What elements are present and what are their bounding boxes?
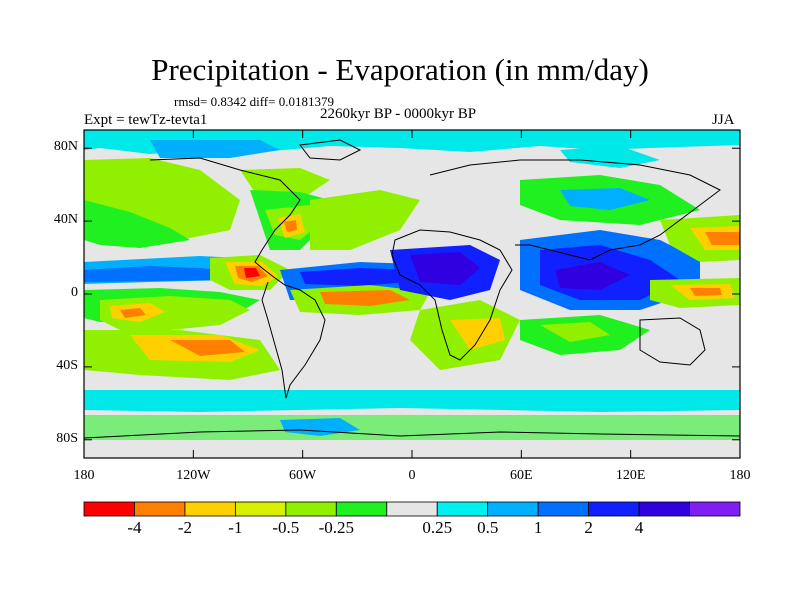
season-label: JJA: [712, 112, 735, 128]
colorbar-label: -4: [127, 518, 142, 537]
colorbar-segment: [285, 501, 337, 517]
colorbar-segment: [638, 501, 690, 517]
colorbar-segment: [588, 501, 640, 517]
colorbar: [83, 501, 741, 517]
lat-tick-label: 80N: [53, 139, 78, 155]
colorbar-label: -1: [228, 518, 243, 537]
colorbar-segment: [386, 501, 438, 517]
colorbar-segment: [335, 501, 388, 517]
map-title: Precipitation - Evaporation (in mm/day): [151, 52, 649, 87]
lat-tick-label: 40N: [53, 212, 78, 228]
lon-tick-label: 120W: [176, 468, 211, 483]
colorbar-label: 2: [584, 518, 593, 537]
stats-label: rmsd= 0.8342 diff= 0.0181379: [174, 94, 334, 109]
colorbar-label: 1: [533, 518, 543, 537]
lat-tick-marks: [84, 147, 740, 441]
colorbar-label: -0.5: [272, 518, 300, 537]
field-patches: [84, 130, 740, 440]
lon-tick-label: 60W: [289, 468, 317, 483]
lat-tick-label: 0: [71, 285, 78, 300]
lon-tick-marks: [83, 130, 741, 458]
colorbar-segment: [184, 501, 236, 517]
colorbar-label: -0.25: [318, 518, 354, 537]
coastlines: [84, 139, 740, 439]
lon-tick-label: 0: [408, 468, 416, 483]
colorbar-label: 0.5: [477, 518, 499, 537]
colorbar-segment: [487, 501, 539, 517]
lat-tick-label: 80S: [56, 430, 78, 446]
colorbar-segment: [83, 501, 135, 517]
lon-tick-label: 180: [729, 468, 751, 483]
colorbar-segment: [689, 501, 741, 517]
colorbar-label: 4: [634, 518, 644, 537]
colorbar-segment: [436, 501, 489, 517]
experiment-label: Expt = tewTz-tevta1: [84, 112, 208, 128]
period-label: 2260kyr BP - 0000kyr BP: [320, 106, 477, 122]
colorbar-label: 0.25: [422, 518, 453, 537]
lon-tick-label: 120E: [615, 468, 646, 483]
colorbar-segment: [537, 501, 590, 517]
colorbar-segment: [134, 501, 186, 517]
lon-tick-label: 60E: [510, 468, 533, 483]
colorbar-label: -2: [177, 518, 192, 537]
lon-tick-label: 180: [73, 468, 95, 483]
lat-tick-label: 40S: [56, 357, 78, 373]
colorbar-segment: [234, 501, 287, 517]
